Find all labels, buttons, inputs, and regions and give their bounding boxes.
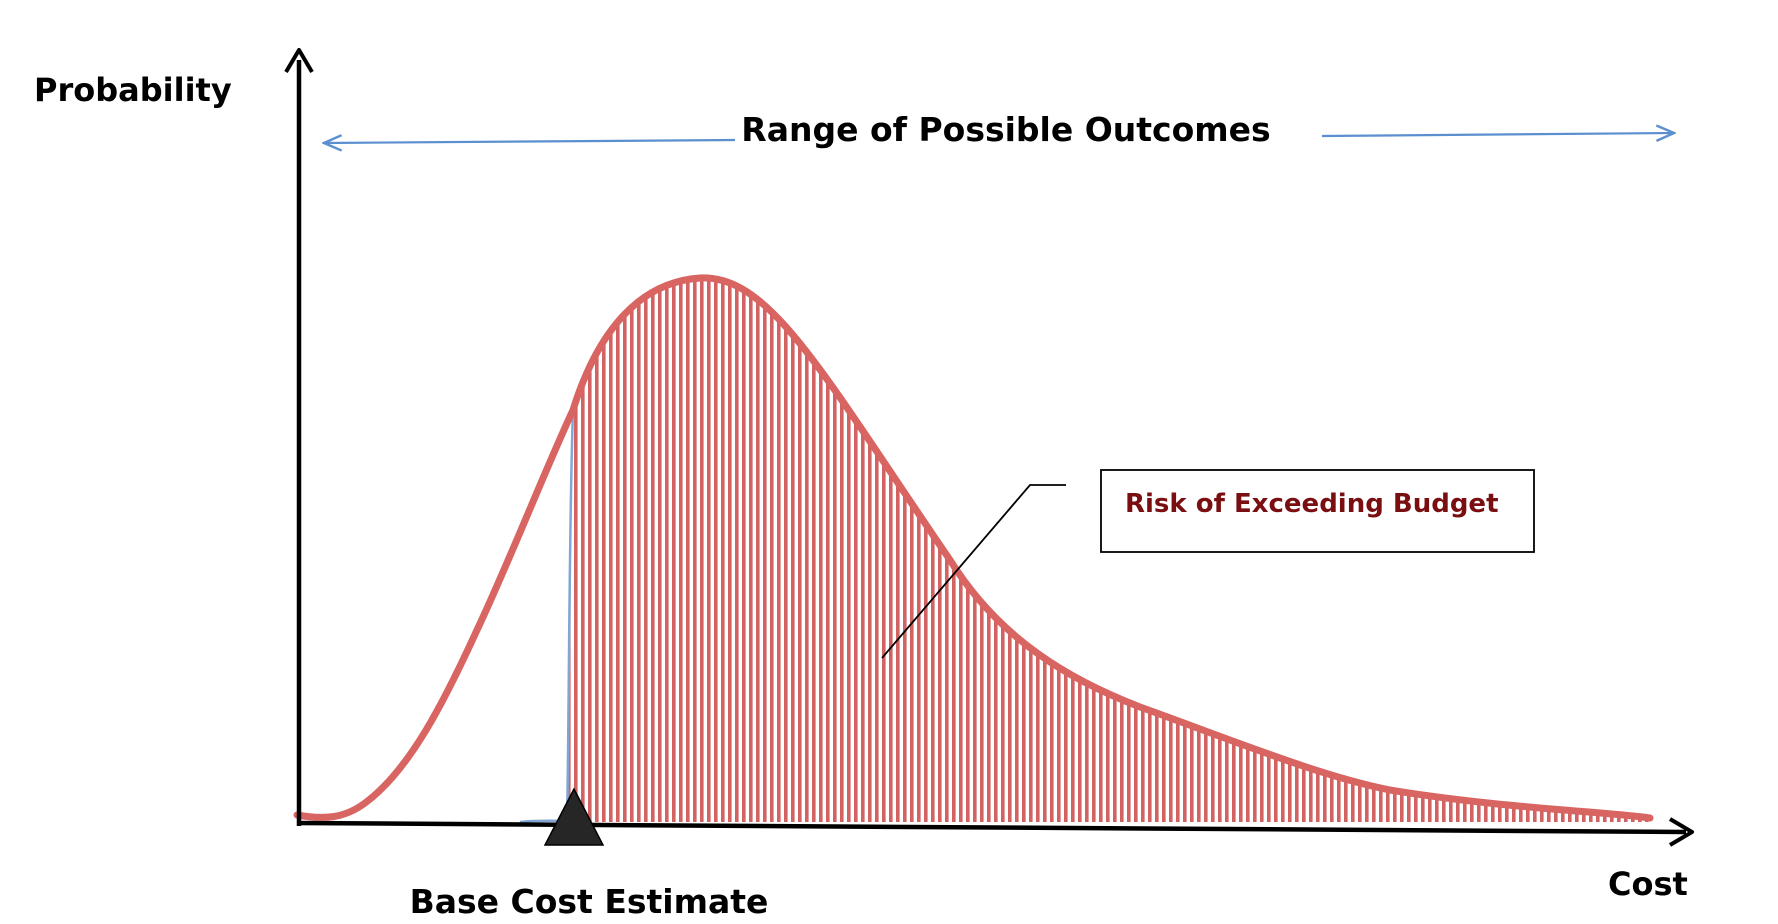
y-axis-arrowhead	[284, 48, 314, 74]
x-axis-arrowhead	[1668, 817, 1694, 847]
x-axis-label: Cost	[1608, 865, 1688, 903]
probability-curve	[293, 274, 1654, 822]
arrow-right-icon	[1321, 133, 1674, 136]
base-cost-estimate-label: Base Cost Estimate	[410, 882, 769, 921]
risk-shaded-area	[567, 277, 1650, 822]
risk-callout-leader	[881, 484, 1066, 659]
y-axis-label: Probability	[34, 71, 232, 109]
risk-callout-label: Risk of Exceeding Budget	[1125, 489, 1499, 519]
range-label: Range of Possible Outcomes	[741, 110, 1270, 149]
triangle-marker-icon	[543, 787, 605, 846]
risk-callout-box	[1100, 469, 1535, 553]
arrow-left-icon	[324, 140, 736, 143]
x-axis	[296, 820, 1687, 835]
